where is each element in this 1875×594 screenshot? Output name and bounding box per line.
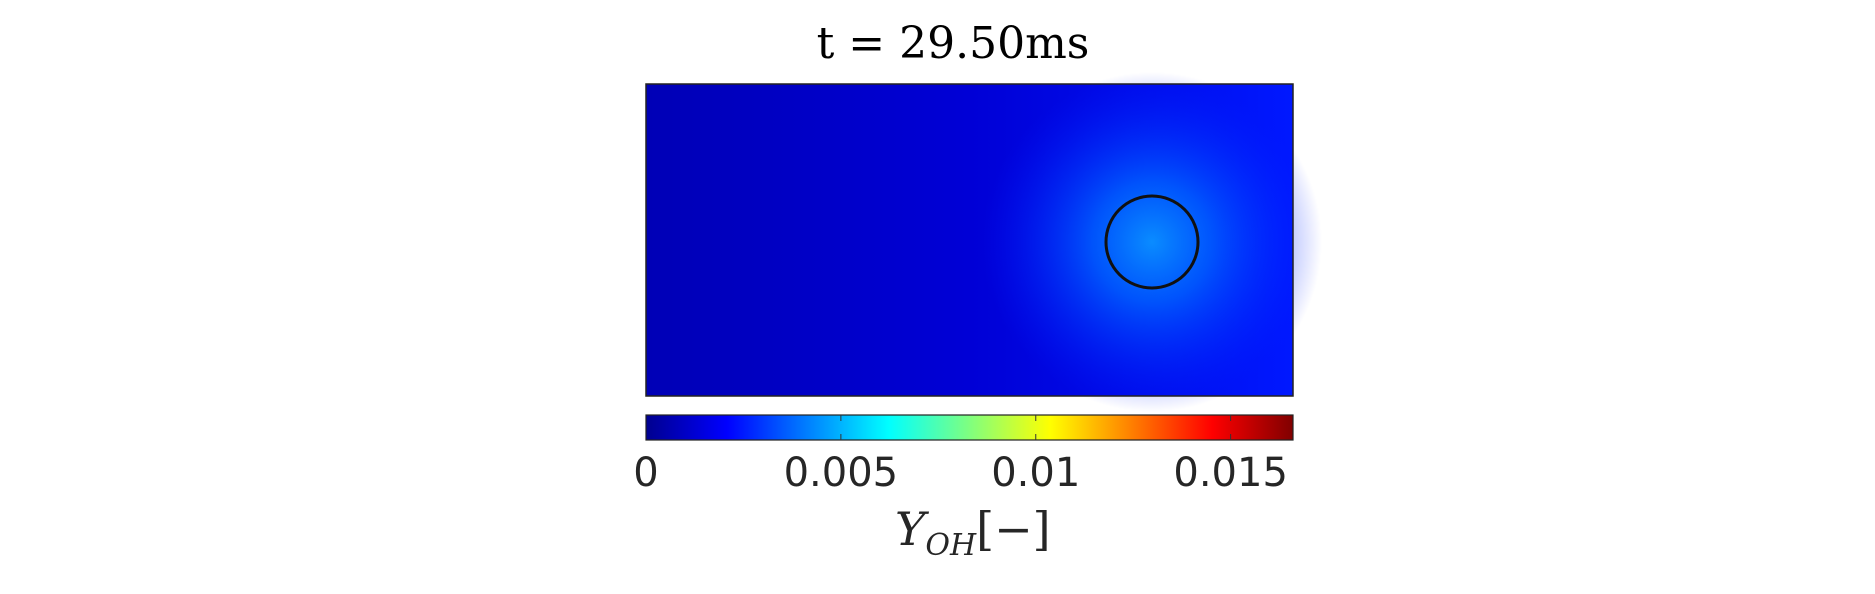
heatmap-frame — [645, 83, 1294, 397]
heatmap-hotspot — [982, 72, 1322, 412]
colorbar-tick-label: 0.015 — [1173, 450, 1288, 496]
colorbar-tick-label: 0 — [633, 450, 658, 496]
colorbar-tick-label: 0.005 — [784, 450, 899, 496]
heatmap-field — [645, 72, 1322, 412]
colorbar-label-sub: OH — [925, 528, 977, 563]
colorbar-label-main: Y — [895, 502, 930, 556]
chart-title: t = 29.50ms — [817, 18, 1090, 69]
colorbar-gradient — [645, 414, 1294, 441]
colorbar-ticks: 0 0.005 0.01 0.015 — [633, 415, 1288, 496]
colorbar-label: YOH[−] — [895, 502, 1051, 563]
flame-circle-overlay — [1104, 194, 1200, 290]
colorbar: 0 0.005 0.01 0.015 YOH[−] — [633, 414, 1294, 563]
colorbar-label-unit: [−] — [976, 502, 1050, 556]
colorbar-tick-label: 0.01 — [991, 450, 1080, 496]
